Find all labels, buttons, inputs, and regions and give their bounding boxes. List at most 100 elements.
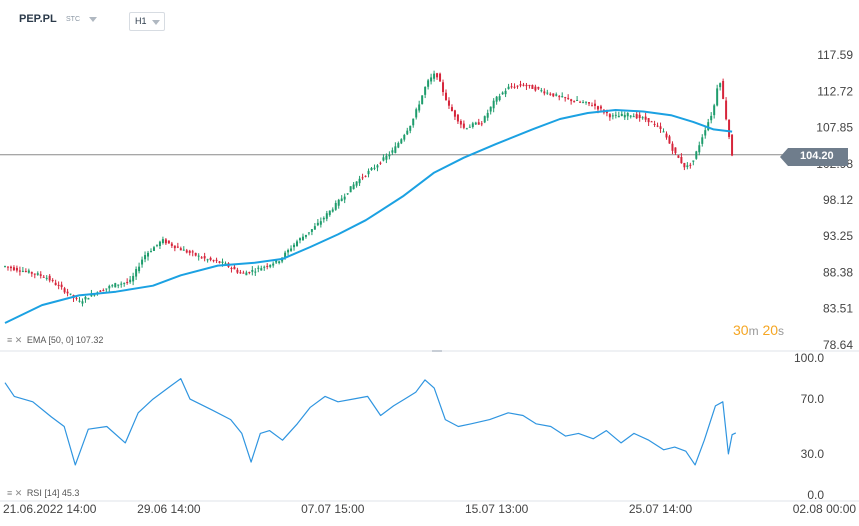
- candle-body: [301, 236, 304, 241]
- chevron-down-icon[interactable]: [89, 17, 97, 22]
- symbol-label[interactable]: PEP.PL: [19, 13, 57, 25]
- candle-body: [629, 115, 632, 117]
- candle-body: [480, 123, 483, 125]
- price-axis-label: 93.25: [823, 229, 853, 243]
- candle-body: [27, 270, 30, 273]
- candle-body: [39, 274, 42, 276]
- candle-body: [242, 272, 245, 274]
- candle-body: [421, 95, 424, 105]
- candle-body: [462, 123, 465, 128]
- candle-body: [230, 267, 233, 269]
- candle-body: [99, 290, 102, 292]
- timeframe-select[interactable]: H1: [129, 12, 165, 31]
- candle-body: [269, 264, 272, 267]
- candle-body: [203, 256, 206, 259]
- candle-body: [558, 96, 561, 98]
- candle-body: [263, 266, 266, 268]
- candle-body: [251, 270, 254, 272]
- candle-body: [409, 125, 412, 131]
- candle-body: [728, 119, 731, 137]
- candle-body: [588, 102, 591, 104]
- candle-body: [188, 250, 191, 253]
- candle-body: [93, 294, 96, 296]
- candle-body: [552, 93, 555, 97]
- candle-body: [358, 178, 361, 184]
- candle-body: [278, 261, 281, 264]
- candle-body: [546, 92, 549, 94]
- price-axis-label: 83.51: [823, 302, 853, 316]
- candle-body: [632, 116, 635, 118]
- candle-body: [114, 283, 117, 288]
- candle-body: [617, 115, 620, 118]
- candle-body: [579, 101, 582, 103]
- candle-body: [200, 257, 203, 259]
- chevron-down-icon: [152, 20, 160, 25]
- candle-body: [465, 128, 468, 130]
- candle-body: [492, 100, 495, 109]
- candle-body: [334, 202, 337, 210]
- candle-body: [120, 283, 123, 285]
- candlesticks: [4, 70, 734, 307]
- candle-body: [123, 282, 126, 284]
- candle-body: [596, 106, 599, 110]
- candle-body: [540, 90, 543, 92]
- candle-body: [391, 150, 394, 153]
- candle-body: [57, 284, 60, 286]
- candle-body: [152, 247, 155, 251]
- candle-body: [84, 296, 87, 300]
- candle-body: [659, 126, 662, 130]
- candle-body: [439, 73, 442, 82]
- rsi-axis-label: 100.0: [794, 351, 824, 365]
- candle-body: [424, 86, 427, 95]
- candle-body: [710, 115, 713, 121]
- candle-body: [194, 252, 197, 256]
- candle-body: [316, 222, 319, 226]
- settings-close-icon[interactable]: ≡ ✕: [7, 488, 23, 498]
- candle-body: [310, 229, 313, 232]
- rsi-axis-label: 70.0: [801, 392, 825, 406]
- candle-body: [716, 88, 719, 106]
- candle-body: [179, 248, 182, 251]
- candle-body: [725, 100, 728, 120]
- rsi-axis-label: 0.0: [807, 488, 824, 502]
- candle-body: [549, 93, 552, 95]
- candle-body: [686, 165, 689, 168]
- candle-body: [722, 81, 725, 99]
- candle-body: [75, 297, 78, 299]
- market-label[interactable]: STC: [66, 16, 80, 23]
- candle-body: [593, 103, 596, 106]
- candle-body: [51, 279, 54, 281]
- candle-body: [266, 265, 269, 267]
- candle-body: [352, 184, 355, 190]
- candle-body: [626, 113, 629, 117]
- candle-body: [611, 115, 614, 117]
- candle-body: [456, 114, 459, 122]
- candle-body: [132, 275, 135, 282]
- candle-body: [453, 110, 456, 117]
- candle-body: [215, 259, 218, 261]
- candle-body: [638, 114, 641, 119]
- candle-body: [674, 147, 677, 154]
- time-axis-label: 07.07 15:00: [301, 502, 365, 516]
- candle-body: [474, 122, 477, 125]
- candle-body: [370, 167, 373, 171]
- candle-body: [248, 272, 251, 274]
- candle-body: [325, 213, 328, 219]
- timer-seconds: 20: [762, 322, 779, 338]
- current-price-value: 104.20: [800, 150, 834, 162]
- candle-body: [704, 130, 707, 136]
- candle-body: [209, 257, 212, 260]
- candle-body: [144, 255, 147, 260]
- candle-body: [6, 266, 9, 268]
- time-axis-label: 21.06.2022 14:00: [3, 502, 97, 516]
- candle-body: [138, 266, 141, 272]
- candle-body: [433, 73, 436, 79]
- candle-body: [24, 270, 27, 272]
- candle-body: [322, 217, 325, 220]
- candle-body: [102, 290, 105, 292]
- price-axis-label: 112.72: [817, 84, 853, 98]
- settings-close-icon[interactable]: ≡ ✕: [7, 335, 23, 345]
- candle-body: [260, 268, 263, 271]
- candle-body: [150, 251, 153, 253]
- candle-body: [182, 249, 185, 251]
